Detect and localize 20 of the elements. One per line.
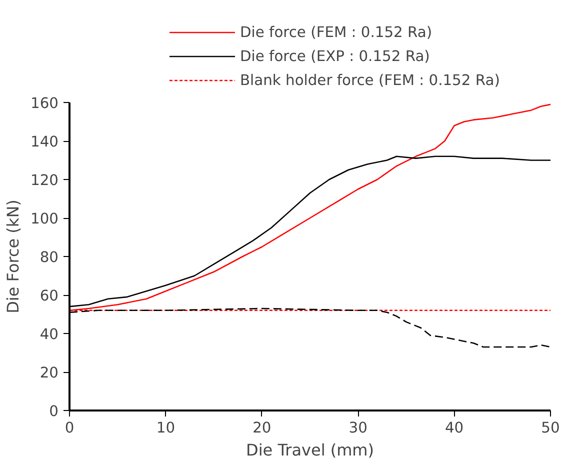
legend-label: Die force (FEM : 0.152 Ra) — [240, 24, 432, 40]
y-tick-label: 60 — [40, 288, 59, 304]
x-tick-label: 20 — [252, 420, 272, 436]
x-tick-label: 50 — [541, 420, 560, 436]
legend-label: Die force (EXP : 0.152 Ra) — [240, 48, 430, 64]
y-tick-label: 100 — [30, 210, 59, 228]
y-axis-title: Die Force (kN) — [4, 200, 23, 314]
x-axis-title: Die Travel (mm) — [246, 440, 374, 460]
legend-label: Blank holder force (FEM : 0.152 Ra) — [240, 72, 500, 88]
x-tick-label: 40 — [444, 420, 464, 436]
y-tick-label: 20 — [40, 364, 59, 382]
y-tick-label: 120 — [30, 172, 59, 189]
x-tick-label: 0 — [64, 420, 74, 436]
y-tick-label: 40 — [40, 326, 59, 343]
y-tick-label: 160 — [30, 95, 59, 112]
x-tick-label: 30 — [348, 420, 368, 436]
y-tick-label: 140 — [30, 134, 59, 150]
x-tick-label: 10 — [156, 420, 176, 436]
y-tick-label: 80 — [40, 249, 59, 266]
y-tick-label: 0 — [49, 403, 59, 420]
